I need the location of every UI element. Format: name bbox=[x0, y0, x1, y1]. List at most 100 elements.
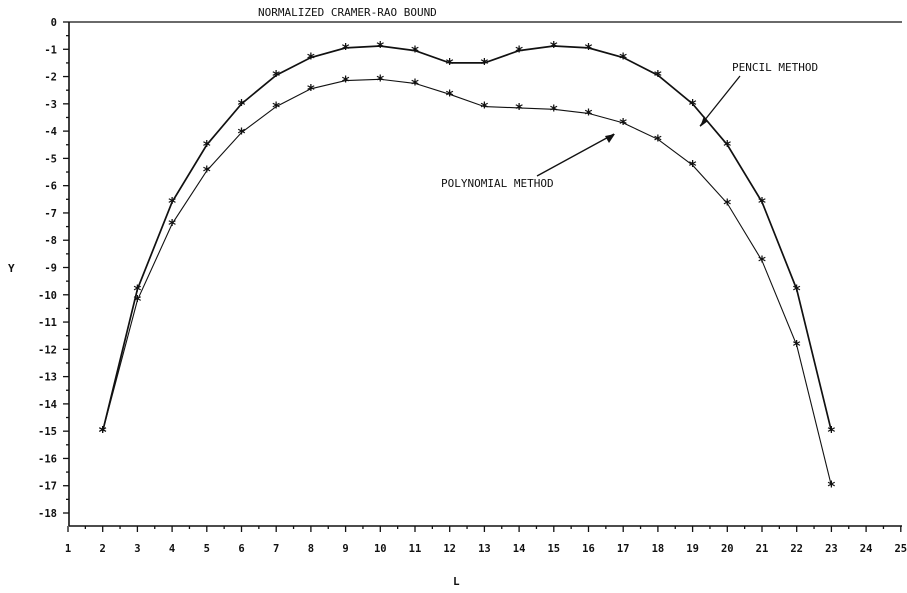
x-tick-label: 9 bbox=[342, 543, 348, 555]
data-point-marker: * bbox=[653, 67, 662, 85]
y-tick-label: -12 bbox=[38, 344, 57, 356]
x-tick-label: 6 bbox=[238, 543, 244, 555]
x-tick-label: 7 bbox=[273, 543, 279, 555]
data-point-marker: * bbox=[688, 157, 697, 175]
x-tick-label: 25 bbox=[894, 543, 907, 555]
pencil-method-label: PENCIL METHOD bbox=[732, 61, 818, 74]
data-point-marker: * bbox=[168, 194, 177, 212]
polynomial-method-arrowhead bbox=[605, 134, 615, 143]
data-point-marker: * bbox=[376, 71, 385, 89]
data-point-marker: * bbox=[757, 194, 766, 212]
y-tick-label: -10 bbox=[38, 290, 57, 302]
x-ticks: 1 2 3 4 5 6 7 8 9 10 11 12 13 14 15 16 17 18 19 20 21 22 23 24 2… bbox=[65, 526, 907, 555]
y-tick-label: -11 bbox=[38, 317, 57, 329]
data-point-marker: * bbox=[272, 99, 281, 117]
data-point-marker: * bbox=[619, 49, 628, 67]
x-tick-label: 3 bbox=[134, 543, 140, 555]
data-point-marker: * bbox=[410, 43, 419, 61]
y-tick-label: -17 bbox=[38, 481, 57, 493]
x-tick-label: 16 bbox=[582, 543, 595, 555]
y-axis-title: Y bbox=[8, 262, 15, 275]
chart-title: NORMALIZED CRAMER-RAO BOUND bbox=[258, 6, 437, 19]
data-point-marker: * bbox=[515, 43, 524, 61]
y-tick-label: 0 bbox=[51, 17, 57, 29]
y-tick-label: -9 bbox=[44, 263, 57, 275]
data-point-marker: * bbox=[549, 101, 558, 119]
data-point-marker: * bbox=[341, 40, 350, 58]
x-tick-label: 12 bbox=[443, 543, 456, 555]
x-tick-label: 20 bbox=[721, 543, 734, 555]
data-point-marker: * bbox=[549, 38, 558, 56]
polynomial-method-label: POLYNOMIAL METHOD bbox=[441, 177, 554, 190]
data-point-marker: * bbox=[98, 423, 107, 441]
y-tick-label: -18 bbox=[38, 508, 57, 520]
y-tick-label: -16 bbox=[38, 453, 57, 465]
x-tick-label: 23 bbox=[825, 543, 838, 555]
data-point-marker: * bbox=[619, 115, 628, 133]
y-ticks: 0 -1 -2 -3 -4 -5 -6 -7 -8 -9 -10 -11 -12 -13 -14 -15 -16… bbox=[38, 17, 69, 520]
data-point-marker: * bbox=[98, 423, 107, 441]
x-tick-label: 24 bbox=[860, 543, 873, 555]
y-tick-label: -1 bbox=[44, 44, 57, 56]
x-tick-label: 13 bbox=[478, 543, 491, 555]
data-point-marker: * bbox=[306, 81, 315, 99]
y-tick-label: -8 bbox=[44, 235, 57, 247]
x-tick-label: 4 bbox=[169, 543, 175, 555]
data-point-marker: * bbox=[723, 195, 732, 213]
y-tick-label: -2 bbox=[44, 72, 57, 84]
pencil-method-arrow-line bbox=[699, 75, 741, 127]
x-tick-label: 1 bbox=[65, 543, 71, 555]
polynomial-method-arrow-line bbox=[536, 133, 615, 177]
x-tick-label: 21 bbox=[756, 543, 769, 555]
data-point-marker: * bbox=[272, 67, 281, 85]
x-tick-label: 15 bbox=[547, 543, 560, 555]
series-layer: * * * * * * * * * * * * * * * * * * * * * * * * * * * * * * * * * * * * * * * *… bbox=[98, 38, 836, 496]
data-point-marker: * bbox=[757, 253, 766, 271]
data-point-marker: * bbox=[445, 55, 454, 73]
data-point-marker: * bbox=[237, 96, 246, 114]
data-point-marker: * bbox=[133, 292, 142, 310]
data-point-marker: * bbox=[237, 124, 246, 142]
data-point-marker: * bbox=[202, 137, 211, 155]
data-point-marker: * bbox=[584, 105, 593, 123]
pencil-method-arrowhead bbox=[700, 116, 708, 127]
data-point-marker: * bbox=[723, 137, 732, 155]
x-tick-label: 22 bbox=[790, 543, 803, 555]
data-point-marker: * bbox=[133, 281, 142, 299]
y-tick-label: -7 bbox=[44, 208, 57, 220]
x-tick-label: 11 bbox=[409, 543, 422, 555]
data-point-marker: * bbox=[792, 337, 801, 355]
data-point-marker: * bbox=[306, 49, 315, 67]
x-axis-title: L bbox=[453, 575, 460, 588]
x-tick-label: 8 bbox=[308, 543, 314, 555]
y-tick-label: -5 bbox=[44, 153, 57, 165]
data-point-marker: * bbox=[480, 99, 489, 117]
data-point-marker: * bbox=[341, 73, 350, 91]
series-line-pencil bbox=[101, 45, 833, 432]
data-point-marker: * bbox=[584, 40, 593, 58]
data-point-marker: * bbox=[792, 281, 801, 299]
series-line-polynomial bbox=[102, 78, 832, 486]
y-tick-label: -14 bbox=[38, 399, 57, 411]
data-point-marker: * bbox=[168, 216, 177, 234]
data-point-marker: * bbox=[688, 96, 697, 114]
x-tick-label: 18 bbox=[652, 543, 665, 555]
x-tick-label: 17 bbox=[617, 543, 630, 555]
data-point-marker: * bbox=[480, 55, 489, 73]
data-point-marker: * bbox=[515, 100, 524, 118]
y-tick-label: -4 bbox=[44, 126, 57, 138]
data-point-marker: * bbox=[445, 86, 454, 104]
data-point-marker: * bbox=[827, 478, 836, 496]
x-tick-label: 5 bbox=[204, 543, 210, 555]
y-tick-label: -15 bbox=[38, 426, 57, 438]
annotations: PENCIL METHOD POLYNOMIAL METHOD bbox=[441, 61, 818, 190]
data-point-marker: * bbox=[202, 163, 211, 181]
y-tick-label: -13 bbox=[38, 372, 57, 384]
x-tick-label: 14 bbox=[513, 543, 526, 555]
data-point-marker: * bbox=[376, 38, 385, 56]
data-point-marker: * bbox=[827, 423, 836, 441]
data-point-marker: * bbox=[410, 75, 419, 93]
x-tick-label: 2 bbox=[100, 543, 106, 555]
x-tick-label: 19 bbox=[686, 543, 699, 555]
